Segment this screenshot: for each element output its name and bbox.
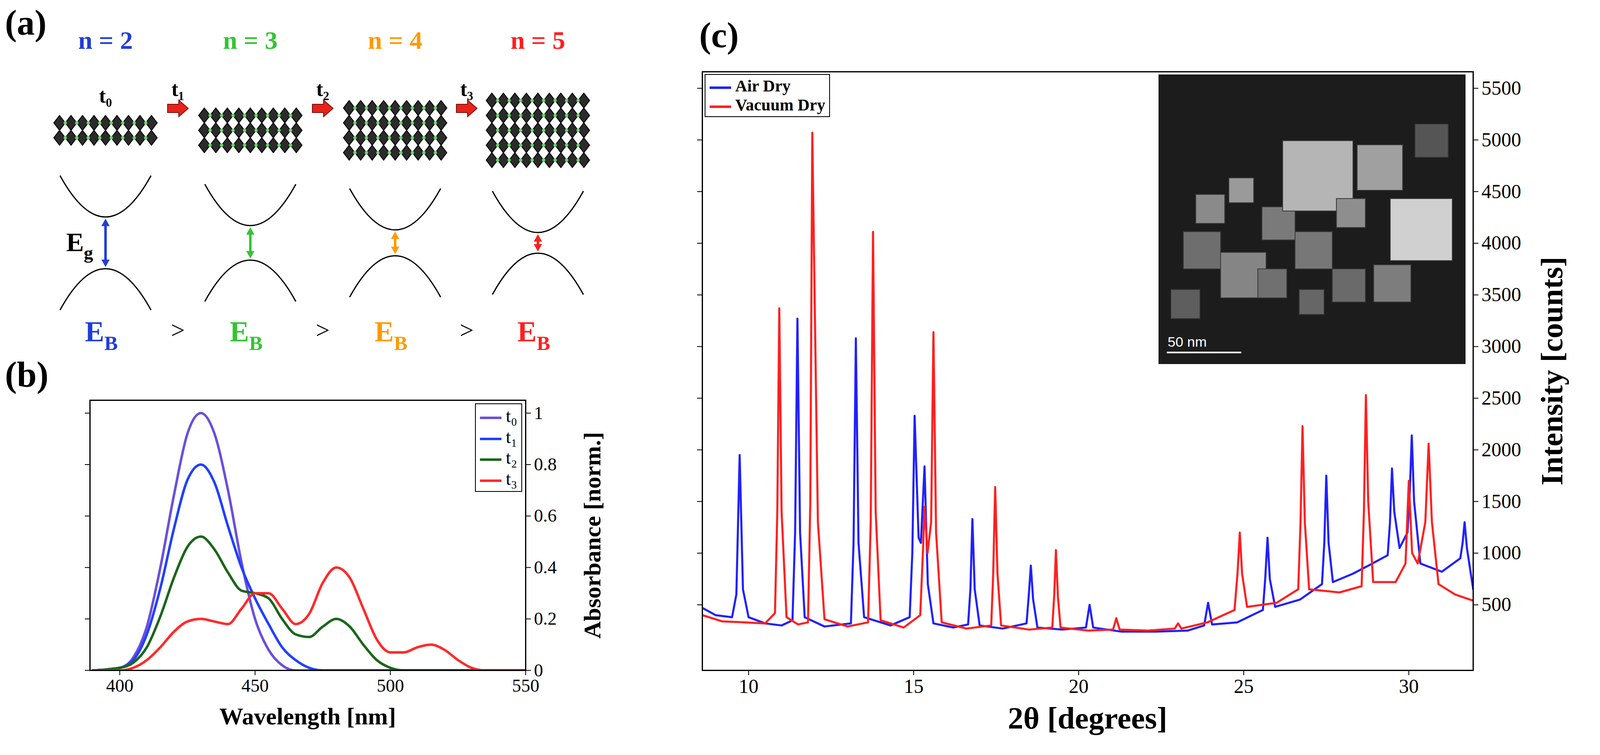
- html-text:(b): (b): [4, 354, 49, 395]
- svg-text:15: 15: [903, 675, 924, 698]
- html-text:t₃: t₃: [505, 468, 518, 489]
- svg-text:20: 20: [1068, 675, 1089, 698]
- svg-text:4500: 4500: [1481, 180, 1522, 203]
- svg-text:n = 3: n = 3: [223, 26, 278, 55]
- svg-text:t₀: t₀: [98, 83, 113, 108]
- svg-text:EB: EB: [517, 315, 550, 355]
- svg-text:5500: 5500: [1481, 76, 1522, 99]
- svg-text:>: >: [459, 316, 474, 344]
- html-text:Absorbance [norm.]: Absorbance [norm.]: [578, 431, 606, 639]
- html-text:t₀: t₀: [505, 405, 518, 427]
- svg-text:3000: 3000: [1481, 335, 1522, 358]
- svg-text:0.2: 0.2: [534, 608, 557, 629]
- svg-text:25: 25: [1233, 675, 1254, 698]
- svg-text:0.4: 0.4: [534, 557, 557, 578]
- svg-text:EB: EB: [374, 315, 408, 355]
- svg-text:2500: 2500: [1481, 386, 1522, 409]
- svg-text:EB: EB: [229, 315, 263, 355]
- svg-text:550: 550: [512, 675, 540, 696]
- svg-text:450: 450: [241, 675, 269, 696]
- svg-text:>: >: [170, 316, 185, 344]
- svg-text:50 nm: 50 nm: [1167, 333, 1207, 350]
- svg-text:3500: 3500: [1481, 283, 1522, 306]
- svg-text:500: 500: [1481, 593, 1512, 616]
- html-text:t₂: t₂: [505, 447, 518, 469]
- svg-text:Eg: Eg: [66, 227, 94, 264]
- html-text:Vacuum Dry: Vacuum Dry: [735, 95, 826, 115]
- svg-text:0.8: 0.8: [534, 454, 557, 475]
- svg-text:0: 0: [534, 660, 544, 681]
- svg-text:2000: 2000: [1481, 438, 1522, 461]
- svg-text:>: >: [315, 316, 330, 344]
- html-text:Wavelength [nm]: Wavelength [nm]: [219, 702, 396, 730]
- svg-text:4000: 4000: [1481, 231, 1522, 254]
- svg-text:1000: 1000: [1481, 541, 1522, 564]
- svg-text:n = 5: n = 5: [510, 26, 566, 55]
- svg-text:t₃: t₃: [460, 77, 474, 101]
- html-text:(c): (c): [699, 15, 739, 56]
- svg-text:EB: EB: [84, 315, 118, 355]
- svg-text:5000: 5000: [1481, 128, 1522, 151]
- svg-text:n = 2: n = 2: [78, 26, 133, 55]
- svg-text:1: 1: [534, 402, 544, 424]
- html-text:(a): (a): [4, 2, 47, 43]
- svg-text:1500: 1500: [1481, 490, 1522, 513]
- html-text:Intensity [counts]: Intensity [counts]: [1535, 256, 1570, 486]
- svg-text:10: 10: [738, 675, 759, 698]
- html-text:Air Dry: Air Dry: [735, 76, 791, 96]
- svg-text:0.6: 0.6: [534, 505, 557, 526]
- svg-text:t₁: t₁: [171, 77, 185, 101]
- html-text:2θ [degrees]: 2θ [degrees]: [1007, 700, 1168, 736]
- svg-text:500: 500: [376, 675, 404, 696]
- svg-text:30: 30: [1398, 675, 1419, 698]
- svg-text:400: 400: [105, 675, 134, 696]
- svg-text:n = 4: n = 4: [367, 26, 423, 55]
- svg-text:t₂: t₂: [316, 77, 330, 101]
- html-text:t₁: t₁: [505, 426, 518, 448]
